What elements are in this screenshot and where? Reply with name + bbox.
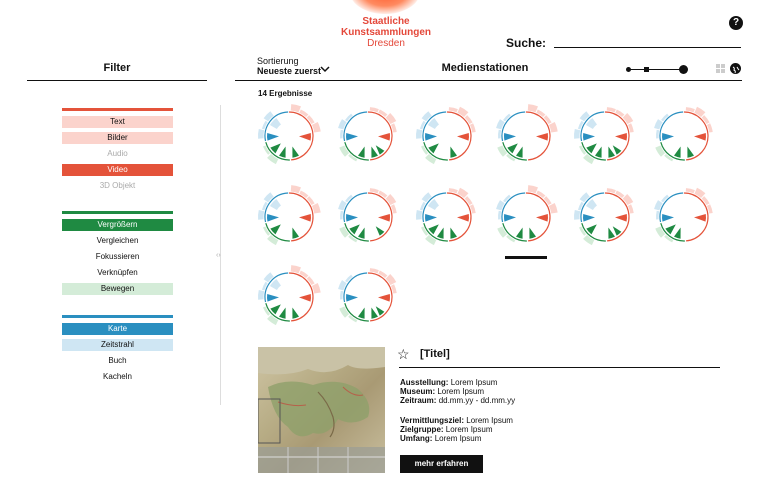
filter-group: Vergrößern Vergleichen Fokussieren Verknüpf… (62, 211, 180, 299)
filter-group: Text Bilder Audio Video 3D Objekt (62, 108, 180, 196)
station-icon[interactable] (494, 185, 558, 249)
logo-line-3: Dresden (367, 38, 405, 49)
search-label: Suche: (506, 36, 547, 50)
main-divider (235, 80, 742, 81)
slider-track (628, 69, 686, 70)
question-circle-icon[interactable]: ? (729, 16, 743, 30)
page-title: Medienstationen (441, 62, 529, 74)
station-icon[interactable] (652, 185, 716, 249)
station-icon[interactable] (257, 104, 321, 168)
filter-item[interactable]: 3D Objekt (99, 181, 136, 190)
filter-group-bar (62, 211, 173, 214)
station-icon[interactable] (336, 265, 400, 329)
sort-label: Sortierung (257, 56, 299, 66)
globe-icon[interactable] (730, 63, 741, 74)
meta-value: Lorem Ipsum (445, 425, 493, 434)
slider-max-icon (679, 65, 688, 74)
station-thumbnail[interactable] (258, 347, 385, 473)
meta-value: Lorem Ipsum (437, 387, 485, 396)
filter-item[interactable]: Fokussieren (95, 252, 140, 261)
filter-item[interactable]: Zeitstrahl (62, 339, 173, 351)
station-icon[interactable] (494, 104, 558, 168)
panel-splitter[interactable] (220, 105, 221, 405)
meta-museum: Museum: Lorem Ipsum (400, 387, 484, 396)
station-icon[interactable] (573, 185, 637, 249)
filter-item[interactable]: Bilder (62, 132, 173, 144)
meta-value: dd.mm.yy - dd.mm.yy (438, 396, 516, 405)
filter-group-bar (62, 315, 173, 318)
slider-min-icon (626, 67, 631, 72)
filter-item[interactable]: Vergrößern (62, 219, 173, 231)
filter-item[interactable]: Audio (107, 149, 128, 158)
meta-zielgruppe: Zielgruppe: Lorem Ipsum (400, 425, 492, 434)
station-icon[interactable] (415, 104, 479, 168)
drag-handle-icon[interactable]: ‹› (216, 252, 221, 259)
filter-item[interactable]: Vergleichen (96, 236, 139, 245)
zoom-slider-icon[interactable] (626, 65, 688, 75)
filter-item[interactable]: Text (62, 116, 173, 128)
filter-group: Karte Zeitstrahl Buch Kacheln (62, 315, 180, 387)
meta-zeitraum: Zeitraum: dd.mm.yy - dd.mm.yy (400, 396, 515, 405)
filter-item[interactable]: Buch (108, 356, 127, 365)
meta-label: Zeitraum: (400, 396, 437, 405)
meta-umfang: Umfang: Lorem Ipsum (400, 434, 481, 443)
chevron-down-icon[interactable] (320, 65, 330, 75)
sort-dropdown[interactable]: Neueste zuerst (257, 66, 322, 76)
filter-item[interactable]: Karte (62, 323, 173, 335)
logo-glow (350, 0, 420, 14)
logo-line-1: Staatliche (362, 16, 410, 27)
detail-title: [Titel] (420, 348, 450, 360)
meta-value: Lorem Ipsum (434, 434, 482, 443)
meta-label: Vermittlungsziel: (400, 416, 465, 425)
results-count: 14 Ergebnisse (258, 89, 313, 98)
meta-label: Umfang: (400, 434, 433, 443)
filter-divider (27, 80, 207, 81)
logo-line-2: Kunstsammlungen (340, 27, 431, 38)
slider-knob[interactable] (644, 67, 649, 72)
station-icon[interactable] (415, 185, 479, 249)
meta-value: Lorem Ipsum (466, 416, 513, 425)
meta-label: Zielgruppe: (400, 425, 444, 434)
filter-item[interactable]: Verknüpfen (97, 268, 138, 277)
filter-item[interactable]: Kacheln (103, 372, 132, 381)
filter-item[interactable]: Video (62, 164, 173, 176)
meta-value: Lorem Ipsum (450, 378, 498, 387)
star-outline-icon[interactable]: ☆ (397, 346, 410, 362)
detail-divider (399, 367, 720, 368)
selected-indicator (505, 256, 547, 259)
station-icon[interactable] (336, 104, 400, 168)
meta-ausstellung: Ausstellung: Lorem Ipsum (400, 378, 497, 387)
filter-title: Filter (103, 62, 131, 74)
filter-item[interactable]: Bewegen (62, 283, 173, 295)
station-icon[interactable] (573, 104, 637, 168)
meta-label: Ausstellung: (400, 378, 449, 387)
station-icon[interactable] (257, 265, 321, 329)
more-info-button[interactable]: mehr erfahren (400, 455, 483, 473)
station-icon[interactable] (257, 185, 321, 249)
station-icon[interactable] (652, 104, 716, 168)
search-input[interactable] (554, 34, 741, 48)
filter-group-bar (62, 108, 173, 111)
meta-label: Museum: (400, 387, 436, 396)
logo[interactable]: Staatliche Kunstsammlungen Dresden (340, 16, 432, 49)
grid-view-icon[interactable] (716, 64, 726, 74)
meta-ziel: Vermittlungsziel: Lorem Ipsum (400, 416, 513, 425)
station-icon[interactable] (336, 185, 400, 249)
